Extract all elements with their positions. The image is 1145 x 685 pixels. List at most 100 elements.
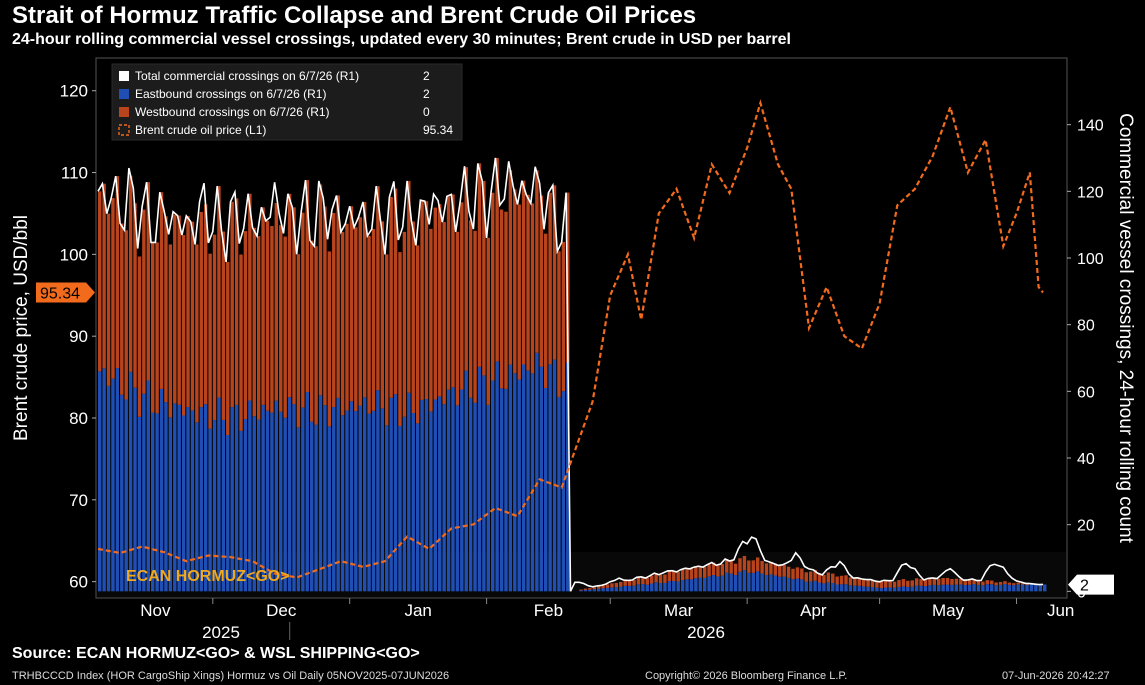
westbound-bar — [1016, 582, 1020, 585]
westbound-bar — [972, 579, 976, 585]
westbound-bar — [910, 580, 914, 587]
westbound-bar — [901, 579, 906, 587]
eastbound-bar — [861, 586, 866, 592]
westbound-bar — [954, 578, 959, 585]
westbound-bar — [451, 194, 455, 388]
westbound-bar — [981, 581, 985, 586]
westbound-bar — [702, 567, 707, 578]
eastbound-bar — [380, 408, 385, 592]
eastbound-bar — [398, 425, 402, 592]
westbound-bar — [645, 578, 649, 585]
eastbound-bar — [813, 580, 817, 592]
westbound-bar — [155, 242, 159, 414]
westbound-bar — [433, 207, 438, 400]
westbound-bar — [230, 201, 234, 408]
westbound-bar — [199, 211, 203, 408]
ecan-annotation: ECAN HORMUZ<GO> — [126, 568, 290, 585]
eastbound-bar — [226, 435, 230, 592]
eastbound-bar — [327, 426, 332, 592]
westbound-bar — [888, 580, 892, 588]
eastbound-bar — [155, 413, 159, 592]
westbound-bar — [791, 568, 795, 580]
eastbound-bar — [592, 589, 596, 592]
westbound-bar — [526, 194, 530, 371]
legend-label: Brent crude oil price (L1) — [135, 123, 266, 137]
westbound-bar — [755, 557, 760, 572]
plot-area: ECAN HORMUZ<GO> — [95, 57, 1068, 599]
eastbound-bar — [733, 575, 738, 592]
eastbound-bar — [848, 585, 853, 592]
westbound-bar — [243, 231, 248, 420]
westbound-bar — [402, 231, 407, 417]
westbound-bar — [146, 182, 150, 381]
x-tick-label: Mar — [664, 601, 694, 620]
westbound-bar — [1003, 581, 1007, 585]
eastbound-bar — [795, 578, 800, 592]
westbound-bar — [552, 185, 557, 360]
eastbound-bar — [667, 581, 672, 592]
westbound-bar — [729, 560, 733, 574]
eastbound-bar — [804, 581, 808, 592]
westbound-bar — [424, 201, 429, 400]
legend-value: 2 — [423, 69, 430, 83]
eastbound-bar — [482, 375, 486, 592]
eastbound-bar — [371, 410, 376, 592]
crossings-current-tag — [1068, 574, 1114, 595]
eastbound-bar — [822, 583, 826, 592]
westbound-bar — [468, 220, 473, 398]
eastbound-bar — [301, 407, 305, 592]
westbound-bar — [985, 580, 990, 585]
right-tick-label: 20 — [1077, 518, 1095, 535]
westbound-bar — [680, 569, 685, 581]
eastbound-bar — [937, 585, 941, 592]
eastbound-bar — [438, 396, 442, 592]
eastbound-bar — [897, 586, 901, 592]
eastbound-bar — [1034, 584, 1038, 592]
westbound-bar — [875, 581, 879, 588]
westbound-bar — [239, 254, 243, 431]
eastbound-bar — [420, 399, 424, 592]
westbound-bar — [491, 192, 495, 381]
westbound-bar — [654, 573, 658, 583]
westbound-bar — [831, 573, 835, 584]
westbound-bar — [941, 578, 945, 585]
right-axis-title: Commercial vessel crossings, 24-hour rol… — [1115, 113, 1136, 544]
westbound-bar — [685, 568, 689, 580]
eastbound-bar — [831, 583, 835, 592]
eastbound-bar — [906, 586, 910, 592]
westbound-bar — [340, 232, 345, 416]
chart-subtitle: 24-hour rolling commercial vessel crossi… — [12, 31, 791, 48]
eastbound-bar — [747, 572, 751, 592]
westbound-bar — [822, 574, 826, 584]
westbound-bar — [208, 253, 212, 429]
westbound-bar — [998, 581, 1003, 585]
x-tick-label: May — [932, 601, 965, 620]
westbound-bar — [455, 231, 460, 406]
eastbound-bar — [305, 391, 309, 592]
eastbound-bar — [504, 388, 508, 592]
westbound-bar — [106, 213, 111, 386]
eastbound-bar — [340, 415, 345, 592]
eastbound-bar — [959, 584, 963, 592]
eastbound-bar — [252, 416, 256, 592]
westbound-bar — [345, 223, 349, 411]
westbound-bar — [354, 227, 358, 412]
westbound-bar — [142, 209, 146, 394]
westbound-bar — [305, 180, 309, 392]
westbound-bar — [301, 212, 305, 408]
westbound-bar — [826, 572, 831, 583]
westbound-bar — [835, 576, 839, 585]
eastbound-bar — [217, 397, 221, 592]
westbound-bar — [477, 163, 482, 367]
westbound-bar — [336, 195, 340, 398]
westbound-bar — [102, 183, 106, 369]
westbound-bar — [367, 235, 371, 414]
westbound-bar — [137, 256, 142, 417]
westbound-bar — [742, 555, 747, 571]
eastbound-bar — [535, 352, 539, 592]
right-tick-label: 120 — [1077, 184, 1104, 201]
eastbound-bar — [1003, 584, 1007, 592]
eastbound-bar — [901, 586, 906, 592]
eastbound-bar — [517, 379, 521, 592]
westbound-bar — [261, 207, 265, 405]
